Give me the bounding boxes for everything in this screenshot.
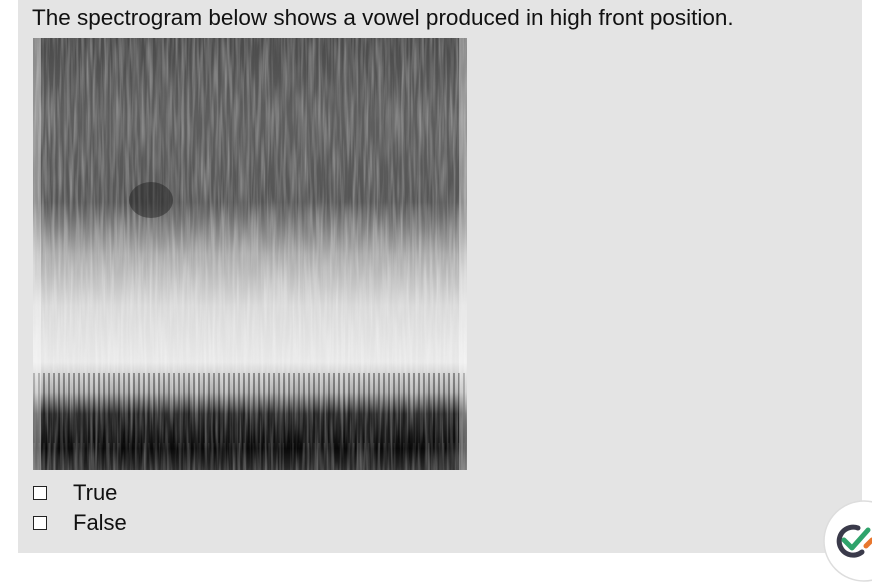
option-row: False — [33, 510, 127, 536]
question-text: The spectrogram below shows a vowel prod… — [32, 5, 734, 30]
option-label: False — [73, 510, 127, 535]
spectrogram-image — [33, 38, 467, 470]
option-row: True — [33, 480, 117, 506]
checkbox[interactable] — [33, 486, 47, 500]
option-label: True — [73, 480, 118, 505]
badge-icon[interactable] — [822, 500, 872, 583]
checkbox[interactable] — [33, 516, 47, 530]
